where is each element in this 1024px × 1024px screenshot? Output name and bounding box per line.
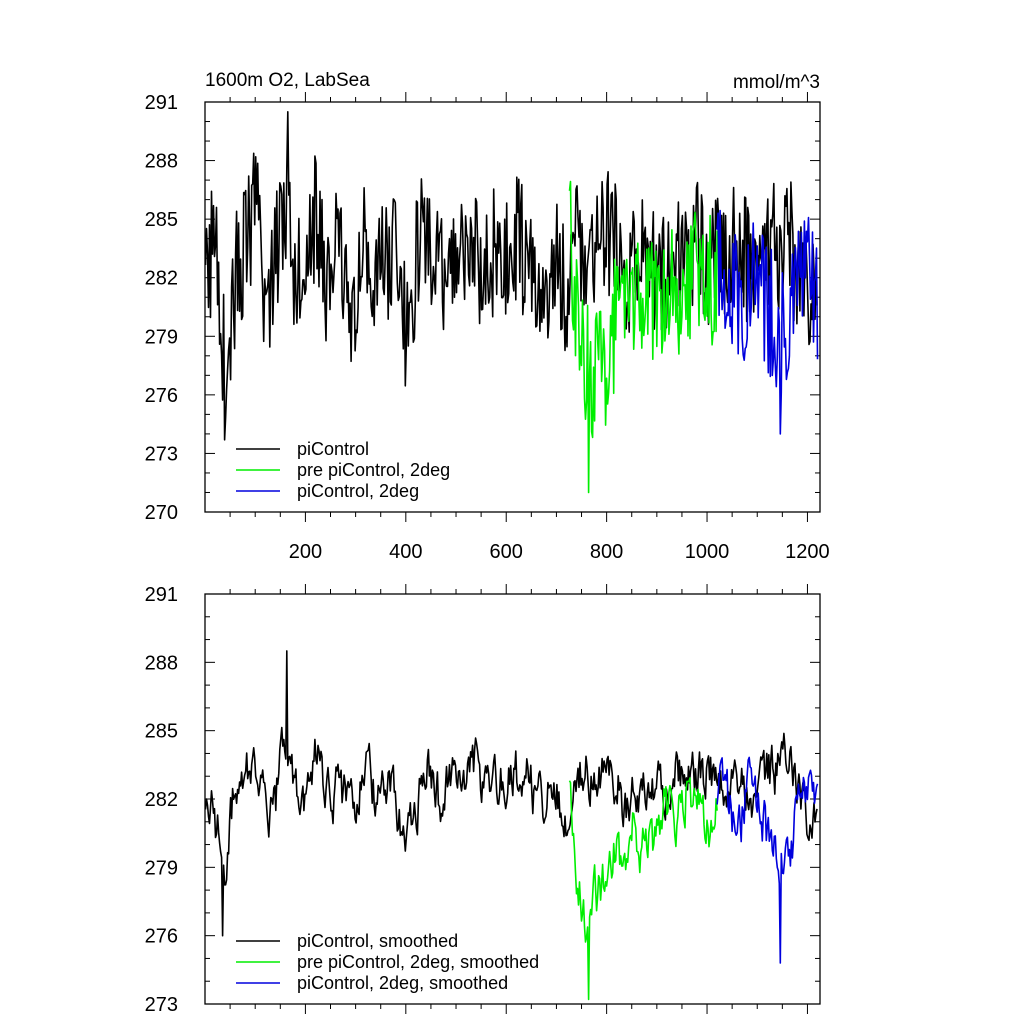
top-series-line-1 xyxy=(568,180,718,494)
top-axis-ticks xyxy=(205,92,820,522)
top-legend-label-1: pre piControl, 2deg xyxy=(297,460,450,480)
top-chart-title: 1600m O2, LabSea xyxy=(205,70,370,91)
top-panel: 1600m O2, LabSea mmol/m^3 piControl pre … xyxy=(145,70,830,563)
top-legend-label-2: piControl, 2deg xyxy=(297,481,419,501)
bottom-panel: piControl, smoothed pre piControl, 2deg,… xyxy=(145,584,821,1016)
top-series-group xyxy=(204,111,819,494)
top-x-tick-label: 400 xyxy=(389,541,422,563)
bottom-legend-label-0: piControl, smoothed xyxy=(297,931,458,951)
bottom-legend-label-2: piControl, 2deg, smoothed xyxy=(297,973,508,993)
top-x-tick-label: 1200 xyxy=(785,541,830,563)
bottom-y-axis-labels: 273 276 279 282 285 288 291 xyxy=(145,584,178,1016)
bottom-series-group xyxy=(204,650,819,1001)
top-series-line-2 xyxy=(716,209,819,435)
bottom-y-tick-label: 279 xyxy=(145,857,178,879)
top-y-tick-label: 270 xyxy=(145,502,178,524)
bottom-y-tick-label: 273 xyxy=(145,994,178,1016)
top-y-tick-label: 279 xyxy=(145,326,178,348)
bottom-legend: piControl, smoothed pre piControl, 2deg,… xyxy=(236,931,539,993)
bottom-y-tick-label: 276 xyxy=(145,926,178,948)
top-y-tick-label: 288 xyxy=(145,151,178,173)
top-y-axis-labels: 270 273 276 279 282 285 288 291 xyxy=(145,92,178,524)
bottom-legend-label-1: pre piControl, 2deg, smoothed xyxy=(297,952,539,972)
top-units-label: mmol/m^3 xyxy=(733,72,820,93)
top-y-tick-label: 291 xyxy=(145,92,178,114)
top-y-tick-label: 282 xyxy=(145,268,178,290)
top-x-tick-label: 600 xyxy=(490,541,523,563)
top-legend: piControl pre piControl, 2deg piControl,… xyxy=(236,439,450,501)
bottom-y-tick-label: 285 xyxy=(145,721,178,743)
bottom-series-line-2 xyxy=(716,756,819,964)
top-y-tick-label: 273 xyxy=(145,443,178,465)
bottom-y-tick-label: 282 xyxy=(145,789,178,811)
bottom-y-tick-label: 288 xyxy=(145,652,178,674)
top-x-tick-label: 800 xyxy=(590,541,623,563)
top-y-tick-label: 276 xyxy=(145,385,178,407)
top-x-tick-label: 1000 xyxy=(685,541,730,563)
top-x-axis-labels: 200 400 600 800 1000 1200 xyxy=(289,541,830,563)
bottom-series-line-1 xyxy=(568,777,718,1001)
bottom-y-tick-label: 291 xyxy=(145,584,178,606)
top-y-tick-label: 285 xyxy=(145,209,178,231)
bottom-axis-ticks xyxy=(205,584,820,1014)
bottom-series-line-0 xyxy=(204,650,818,937)
top-series-line-0 xyxy=(204,111,818,441)
top-legend-label-0: piControl xyxy=(297,439,369,459)
top-plot-frame xyxy=(204,101,821,513)
top-x-tick-label: 200 xyxy=(289,541,322,563)
